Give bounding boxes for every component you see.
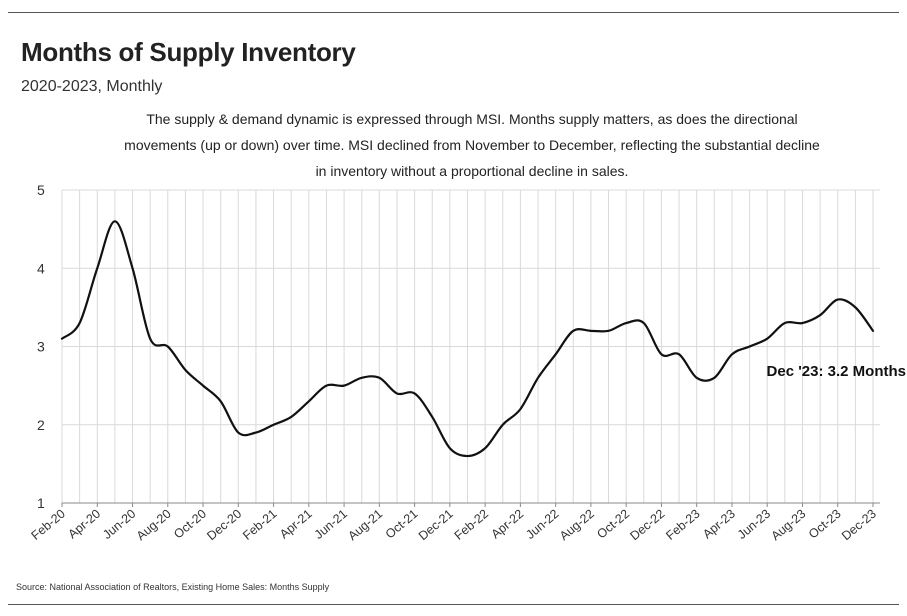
y-tick-label: 4 xyxy=(37,260,45,276)
x-tick-label: Aug-22 xyxy=(557,507,597,544)
chart-title: Months of Supply Inventory xyxy=(21,37,356,67)
x-tick-label: Aug-20 xyxy=(134,507,174,544)
chart-annotation: The supply & demand dynamic is expressed… xyxy=(124,111,820,179)
chart-subtitle: 2020-2023, Monthly xyxy=(21,78,163,95)
x-tick-label: Feb-21 xyxy=(240,507,279,543)
x-tick-label: Feb-23 xyxy=(663,507,702,543)
source-note: Source: National Association of Realtors… xyxy=(16,582,330,592)
top-rule xyxy=(8,12,899,13)
x-tick-label: Dec-23 xyxy=(839,507,879,544)
x-tick-label: Dec-20 xyxy=(204,507,244,544)
x-tick-label: Apr-20 xyxy=(65,507,103,542)
x-tick-label: Jun-21 xyxy=(312,507,350,542)
series-line xyxy=(60,220,875,458)
end-value-label: Dec '23: 3.2 Months xyxy=(767,363,906,380)
y-tick-label: 5 xyxy=(37,182,45,198)
x-tick-label: Apr-21 xyxy=(277,507,315,542)
x-tick-label: Oct-22 xyxy=(594,507,632,542)
x-tick-label: Dec-22 xyxy=(627,507,667,544)
x-tick-label: Oct-23 xyxy=(806,507,844,542)
x-tick-label: Aug-23 xyxy=(769,507,809,544)
x-tick-label: Feb-20 xyxy=(29,507,68,543)
bottom-rule xyxy=(8,604,899,605)
y-tick-label: 2 xyxy=(37,417,45,433)
x-tick-label: Apr-23 xyxy=(700,507,738,542)
grid-lines xyxy=(61,189,880,504)
x-tick-label: Jun-22 xyxy=(523,507,561,542)
x-tick-label: Oct-21 xyxy=(383,507,421,542)
x-tick-label: Feb-22 xyxy=(452,507,491,543)
x-tick-label: Apr-22 xyxy=(489,507,527,542)
x-tick-label: Jun-23 xyxy=(735,507,773,542)
series-group xyxy=(60,220,875,458)
x-tick-label: Jun-20 xyxy=(100,507,138,542)
y-tick-label: 3 xyxy=(37,339,45,355)
x-axis-labels: Feb-20Apr-20Jun-20Aug-20Oct-20Dec-20Feb-… xyxy=(29,503,879,543)
x-tick-label: Dec-21 xyxy=(416,507,456,544)
y-axis-labels: 1 2 3 4 5 xyxy=(37,182,45,511)
x-tick-label: Aug-21 xyxy=(345,507,385,544)
x-tick-label: Oct-20 xyxy=(171,507,209,542)
y-tick-label: 1 xyxy=(37,495,45,511)
